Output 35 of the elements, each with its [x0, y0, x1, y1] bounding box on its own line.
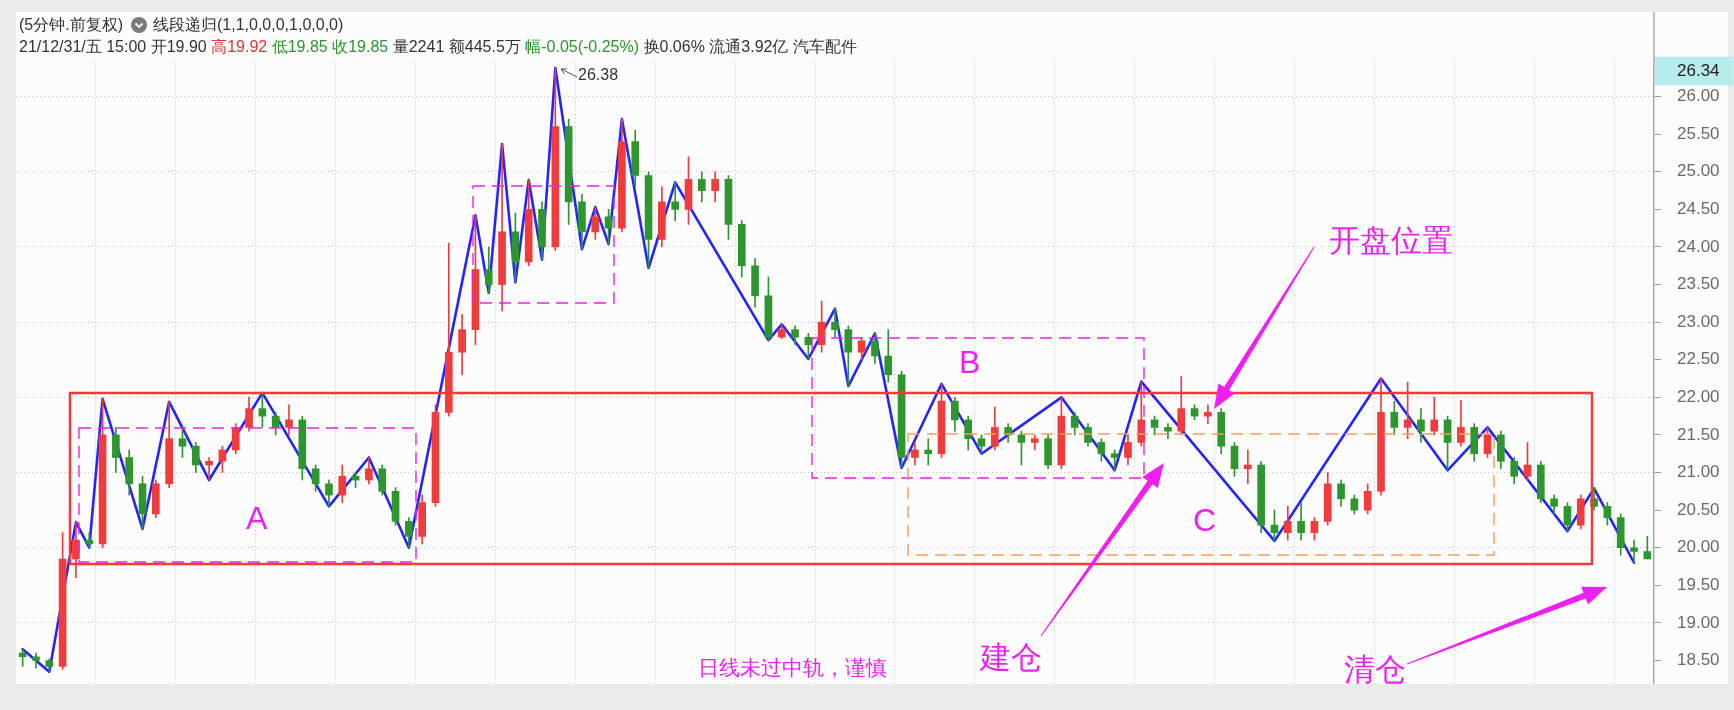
- candlestick: [671, 181, 680, 221]
- chart-subtitle: 线段递归(1,1,0,0,0,1,0,0,0): [153, 16, 344, 34]
- y-tick-label: 25.00: [1677, 161, 1720, 181]
- candlestick: [85, 532, 94, 549]
- candlestick: [924, 438, 933, 466]
- annotation: C: [1193, 502, 1217, 538]
- y-tick-label: 19.50: [1677, 574, 1720, 594]
- candlestick: [205, 457, 213, 481]
- y-tick-label: 24.00: [1677, 236, 1720, 256]
- y-tick-label: 21.50: [1677, 424, 1720, 444]
- y-tick-label: 26.00: [1677, 86, 1720, 106]
- annotation: 建仓: [980, 640, 1042, 675]
- y-tick-label: 23.50: [1677, 274, 1720, 294]
- y-tick-label: 26.34: [1677, 60, 1720, 80]
- annotation: 开盘位置: [1329, 223, 1453, 258]
- y-tick-label: 19.00: [1677, 612, 1720, 632]
- y-tick-label: 25.50: [1677, 123, 1720, 143]
- annotation: A: [246, 500, 268, 536]
- candlestick: [1244, 449, 1252, 485]
- y-tick-label: 18.50: [1677, 650, 1720, 670]
- y-tick-label: 23.00: [1677, 311, 1720, 331]
- candlestick: [1630, 539, 1638, 564]
- annotation: 26.38: [578, 66, 619, 83]
- annotation: 清仓: [1344, 652, 1406, 687]
- annotation: 日线未过中轨，谨慎: [698, 656, 887, 679]
- y-tick-label: 24.50: [1677, 199, 1720, 219]
- chart-title: (5分钟.前复权): [19, 16, 123, 34]
- annotation: B: [959, 344, 981, 380]
- candlestick: [1204, 404, 1212, 424]
- y-tick-label: 20.50: [1677, 499, 1720, 519]
- y-tick-label: 22.50: [1677, 349, 1720, 369]
- y-tick-label: 20.00: [1677, 537, 1720, 557]
- y-tick-label: 21.00: [1677, 462, 1720, 482]
- y-tick-label: 22.00: [1677, 387, 1720, 407]
- text: 21/12/31/五 15:00 开19.90 高19.92 低19.85 收19.85 量2241 额445.5万 幅-0.05(-0.25%) 换0.06% 流通3.92亿 汽车配件: [19, 38, 857, 55]
